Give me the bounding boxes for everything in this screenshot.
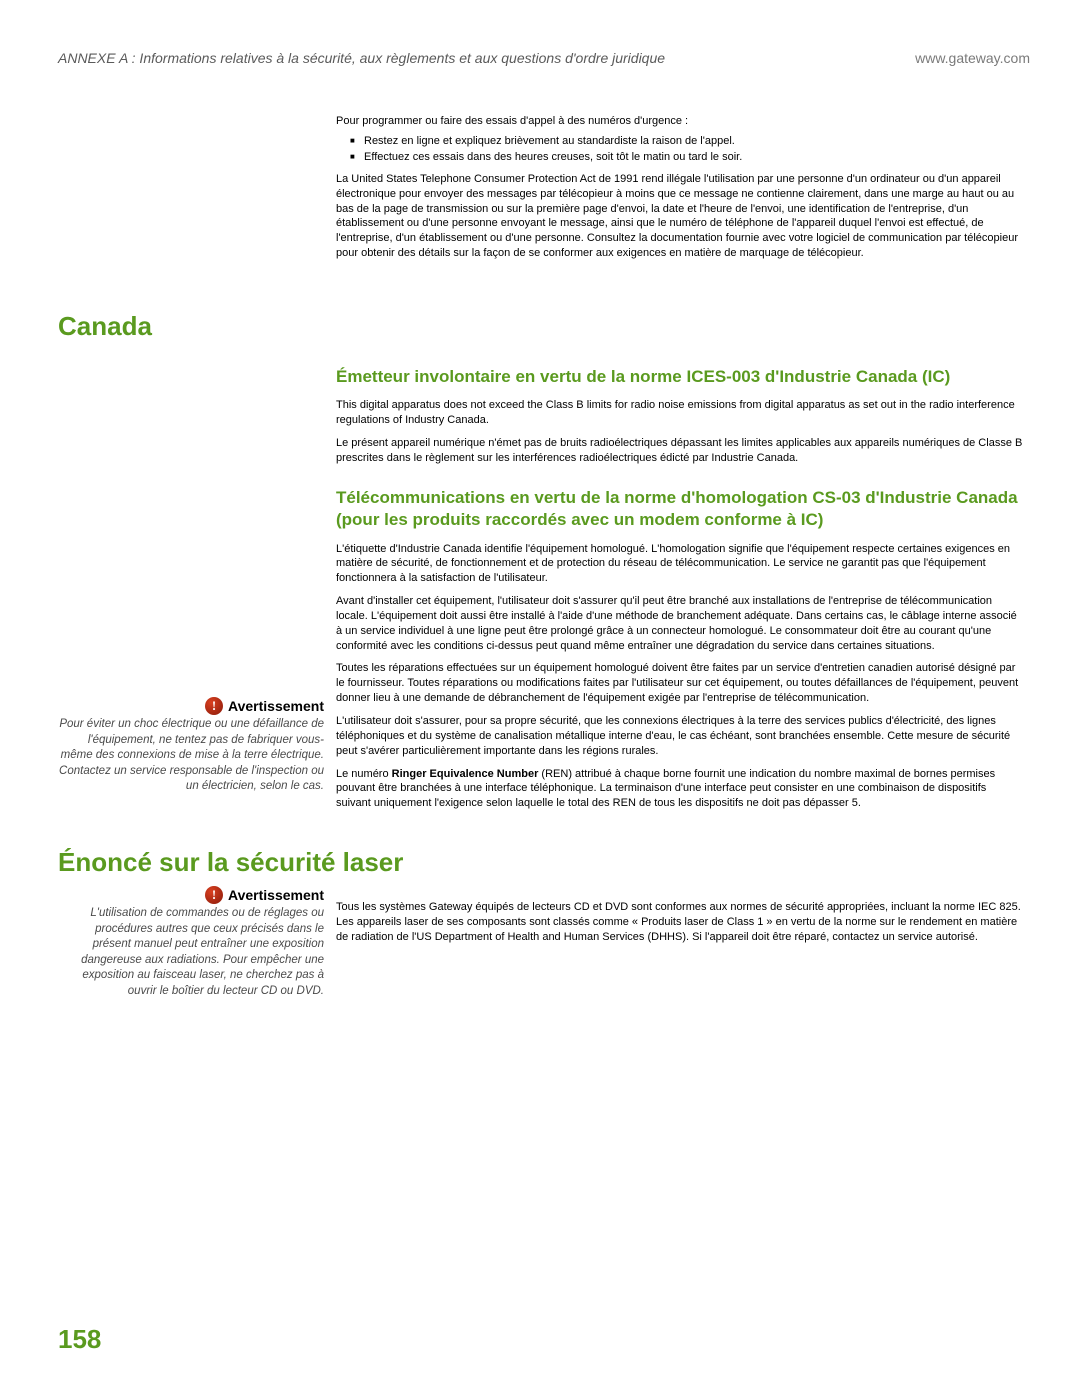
intro-bullet-2: Effectuez ces essais dans des heures cre… bbox=[350, 149, 1024, 166]
laser-warning-label: Avertissement bbox=[228, 887, 324, 903]
canada-sub2-p1: L'étiquette d'Industrie Canada identifie… bbox=[336, 542, 1024, 587]
header-title: ANNEXE A : Informations relatives à la s… bbox=[58, 50, 665, 66]
canada-sub1-title: Émetteur involontaire en vertu de la nor… bbox=[336, 366, 1024, 388]
canada-warning-text: Pour éviter un choc électrique ou une dé… bbox=[58, 717, 324, 795]
warning-icon: ! bbox=[205, 886, 223, 904]
laser-warning: ! Avertissement L'utilisation de command… bbox=[58, 886, 324, 999]
canada-sub2-p4: L'utilisateur doit s'assurer, pour sa pr… bbox=[336, 714, 1024, 759]
page-number: 158 bbox=[58, 1324, 101, 1355]
ren-pre: Le numéro bbox=[336, 768, 392, 780]
tcpa-paragraph: La United States Telephone Consumer Prot… bbox=[336, 172, 1024, 261]
page-header: ANNEXE A : Informations relatives à la s… bbox=[58, 50, 1030, 66]
canada-sub1-p2: Le présent appareil numérique n'émet pas… bbox=[336, 436, 1024, 466]
canada-sub2-p5: Le numéro Ringer Equivalence Number (REN… bbox=[336, 767, 1024, 812]
ren-bold: Ringer Equivalence Number bbox=[392, 768, 539, 780]
canada-sub2-p2: Avant d'installer cet équipement, l'util… bbox=[336, 594, 1024, 653]
laser-block: ! Avertissement L'utilisation de command… bbox=[58, 886, 1030, 999]
warning-icon: ! bbox=[205, 697, 223, 715]
canada-sub2-p3: Toutes les réparations effectuées sur un… bbox=[336, 661, 1024, 706]
document-page: ANNEXE A : Informations relatives à la s… bbox=[0, 0, 1080, 999]
canada-warning: ! Avertissement Pour éviter un choc élec… bbox=[58, 697, 324, 795]
canada-sub1-p1: This digital apparatus does not exceed t… bbox=[336, 398, 1024, 428]
intro-bullet-1: Restez en ligne et expliquez brièvement … bbox=[350, 133, 1024, 150]
intro-lead: Pour programmer ou faire des essais d'ap… bbox=[336, 114, 1024, 129]
laser-warning-header: ! Avertissement bbox=[205, 886, 324, 904]
canada-sub2: ! Avertissement Pour éviter un choc élec… bbox=[58, 487, 1030, 819]
intro-block: Pour programmer ou faire des essais d'ap… bbox=[58, 114, 1030, 269]
canada-sub1: Émetteur involontaire en vertu de la nor… bbox=[58, 366, 1030, 473]
laser-warning-text: L'utilisation de commandes ou de réglage… bbox=[58, 906, 324, 999]
canada-sub2-title: Télécommunications en vertu de la norme … bbox=[336, 487, 1024, 531]
warning-header: ! Avertissement bbox=[205, 697, 324, 715]
laser-body: Tous les systèmes Gateway équipés de lec… bbox=[336, 900, 1024, 945]
laser-heading: Énoncé sur la sécurité laser bbox=[58, 847, 1030, 878]
warning-label: Avertissement bbox=[228, 698, 324, 714]
canada-heading: Canada bbox=[58, 311, 1030, 342]
intro-bullets: Restez en ligne et expliquez brièvement … bbox=[350, 133, 1024, 166]
header-url: www.gateway.com bbox=[915, 50, 1030, 66]
